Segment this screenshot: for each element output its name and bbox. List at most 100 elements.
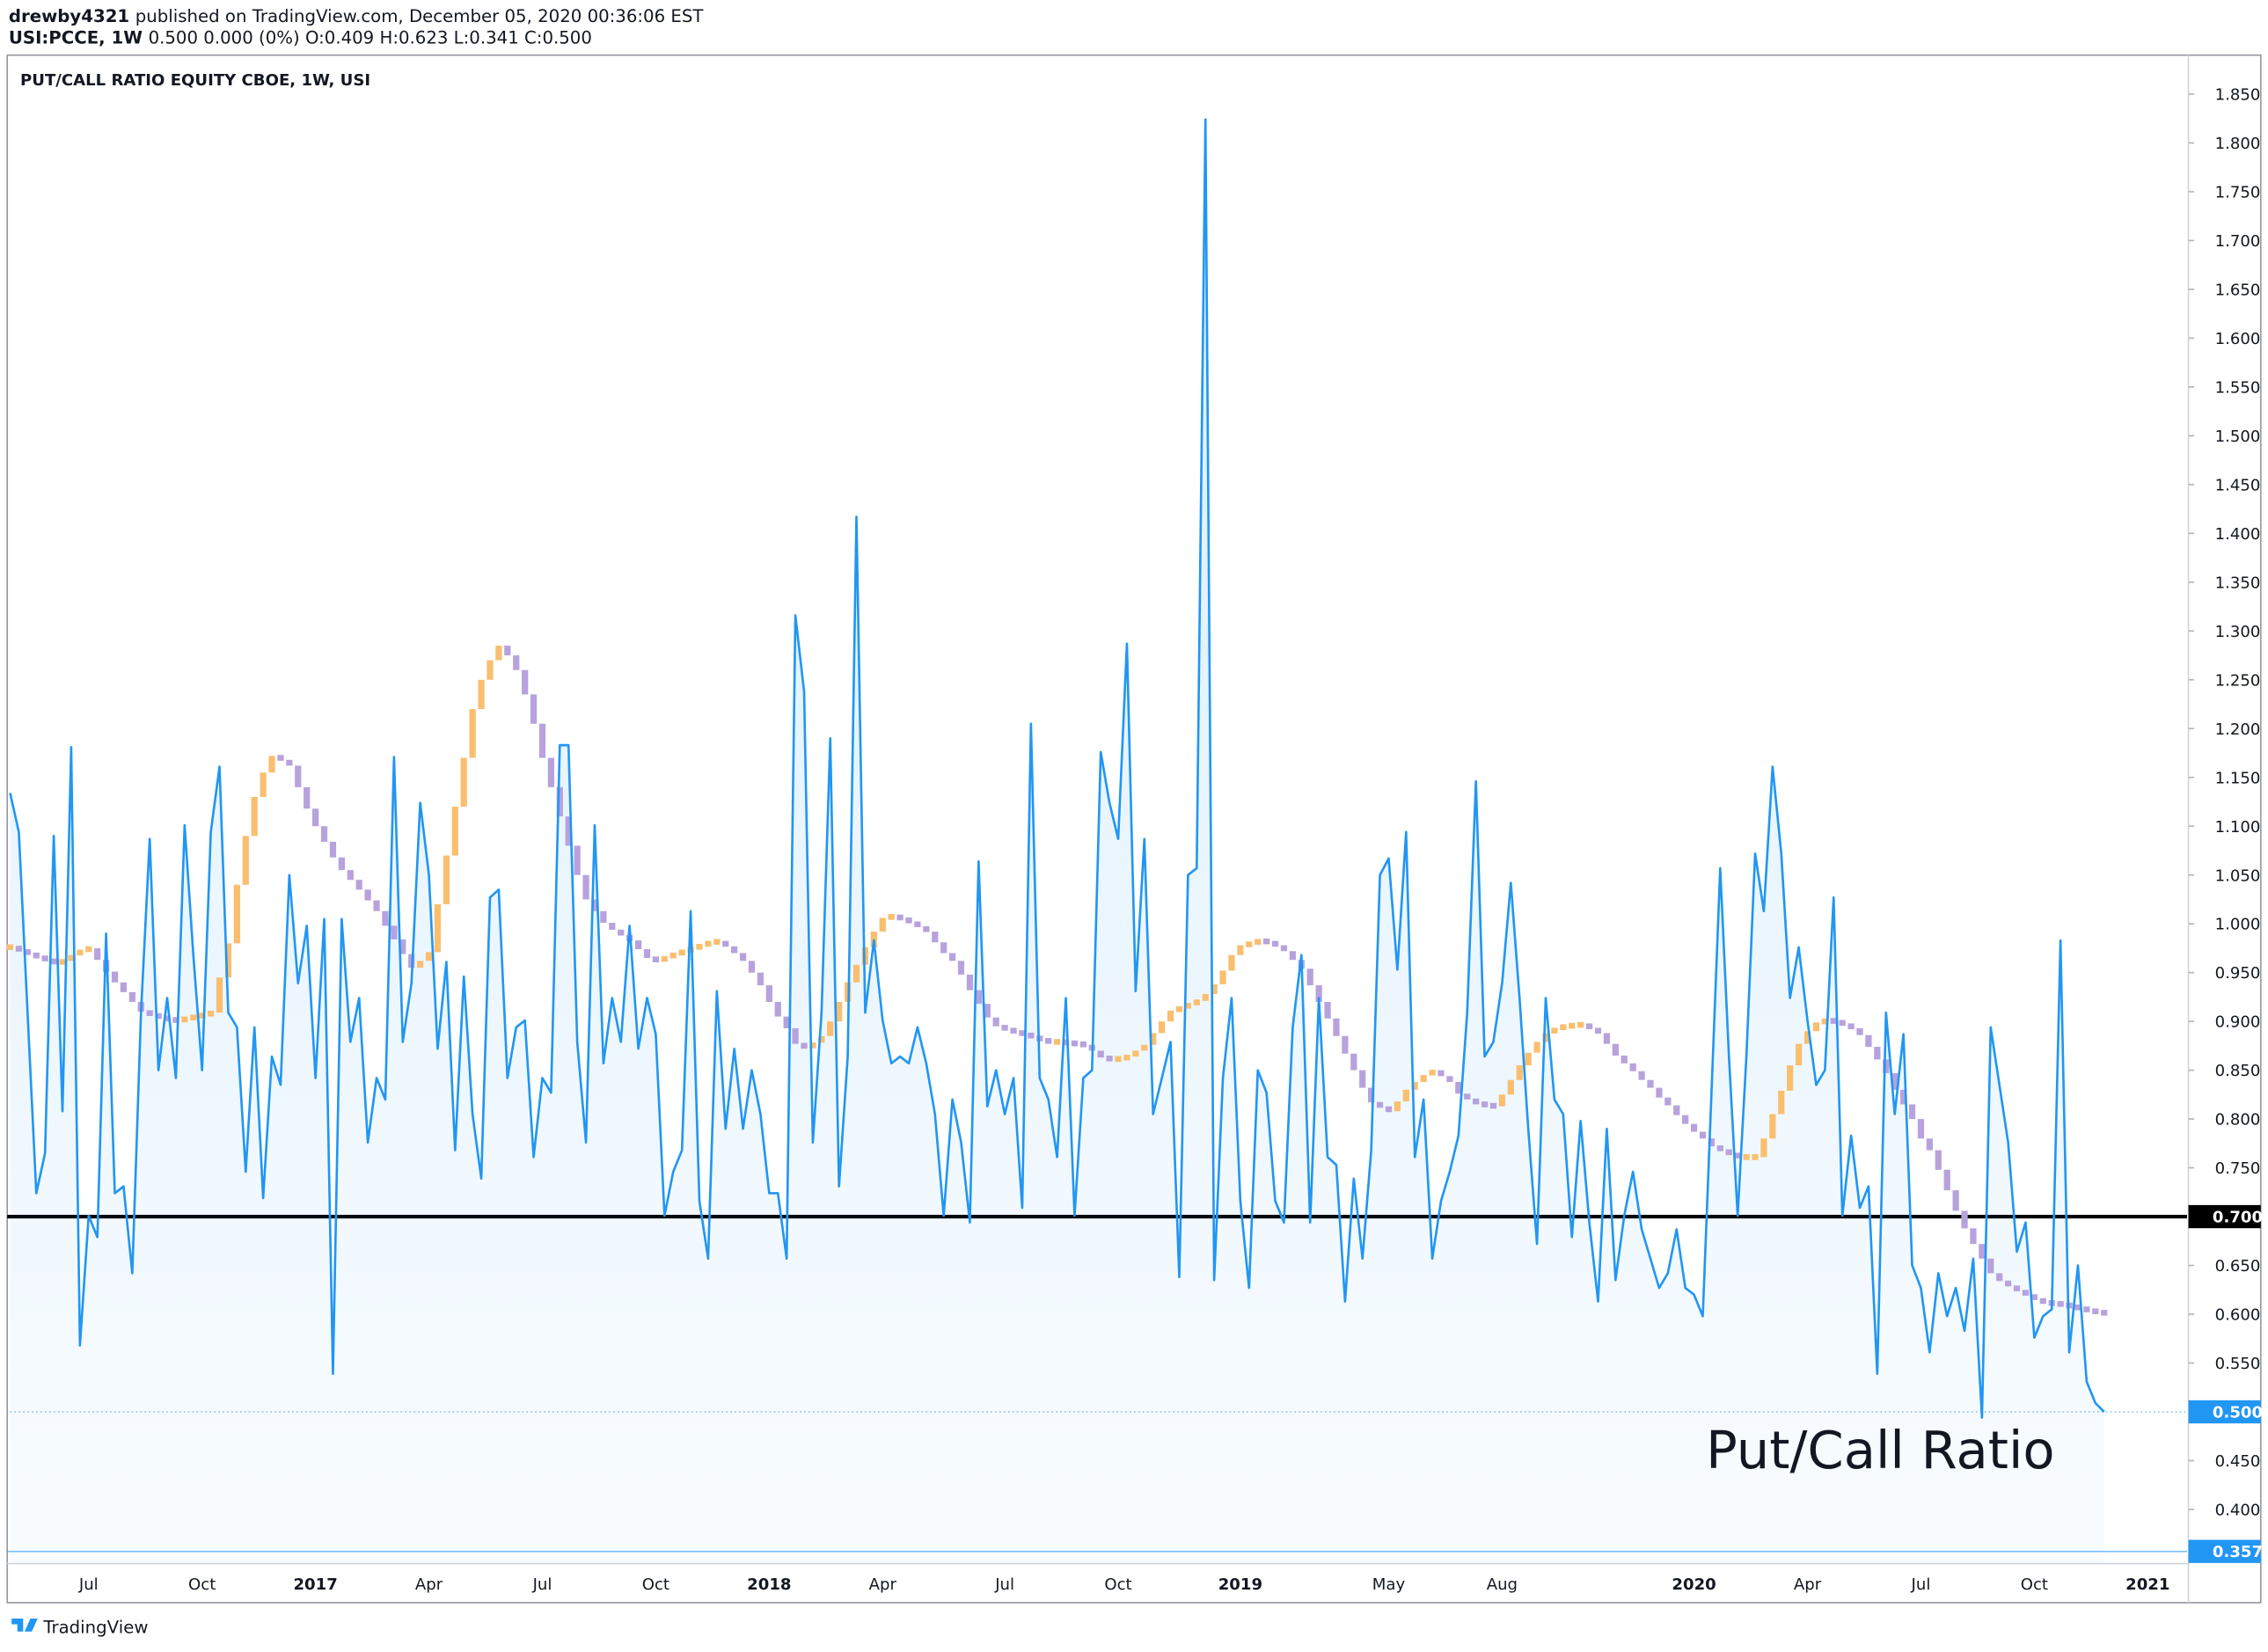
y-tick-label: 1.000: [2215, 916, 2261, 934]
x-tick-label: Jul: [78, 1575, 99, 1594]
ma-block: [634, 940, 642, 950]
ma-block: [2074, 1304, 2081, 1311]
ma-block: [1935, 1150, 1942, 1170]
ma-block: [1280, 945, 1288, 952]
ma-block: [1734, 1152, 1741, 1159]
y-tick-label: 0.550: [2215, 1355, 2261, 1373]
ma-block: [391, 925, 398, 939]
ma-block: [852, 964, 860, 983]
ma-block: [1123, 1054, 1130, 1061]
ma-block: [15, 946, 23, 952]
ma-block: [2022, 1290, 2030, 1296]
ma-block: [417, 961, 424, 969]
ma-block: [705, 940, 712, 947]
ma-block: [260, 772, 267, 797]
ma-block: [320, 826, 328, 842]
y-tick-label: 0.850: [2215, 1062, 2261, 1080]
ma-block: [1656, 1087, 1663, 1098]
x-tick-label: Oct: [1104, 1575, 1131, 1594]
ma-block: [41, 955, 48, 961]
ma-block: [181, 1016, 188, 1023]
ma-block: [600, 910, 607, 924]
ma-block: [966, 974, 974, 990]
ma-block: [1184, 1003, 1191, 1009]
x-tick-label: Jul: [1911, 1575, 1931, 1594]
ma-block: [164, 1015, 171, 1022]
ma-block: [1053, 1039, 1061, 1045]
ma-block: [896, 914, 904, 921]
ma-block: [233, 884, 240, 944]
ma-block: [1560, 1024, 1567, 1031]
ma-block: [487, 660, 494, 680]
ma-block: [879, 917, 886, 932]
ma-block: [1228, 954, 1235, 971]
y-tick-label: 0.400: [2215, 1502, 2261, 1520]
ma-block: [1638, 1071, 1645, 1080]
x-tick-label: Apr: [415, 1575, 443, 1594]
ma-block: [1246, 941, 1253, 947]
y-tick-label: 1.450: [2215, 476, 2261, 494]
ma-block: [1315, 985, 1322, 1002]
ma-block: [242, 836, 249, 885]
ma-block: [1647, 1079, 1654, 1088]
y-tick-label: 1.500: [2215, 428, 2261, 446]
y-tick-label: 0.950: [2215, 964, 2261, 983]
ma-block: [940, 942, 947, 954]
ma-block: [382, 910, 389, 926]
ma-block: [1690, 1123, 1698, 1132]
ma-block: [1516, 1065, 1523, 1080]
ma-block: [33, 952, 40, 959]
ma-block: [1159, 1021, 1166, 1034]
ma-block: [1193, 999, 1200, 1005]
ma-block: [591, 899, 598, 911]
ma-block: [1350, 1053, 1357, 1071]
ma-block: [574, 845, 581, 875]
ma-block: [1097, 1050, 1104, 1058]
ma-block: [224, 943, 232, 978]
logo-shape: [11, 1618, 24, 1632]
chart-title: PUT/CALL RATIO EQUITY CBOE, 1W, USI: [20, 71, 370, 90]
ma-block: [1045, 1038, 1052, 1044]
ma-block: [1481, 1101, 1489, 1107]
x-tick-label: May: [1372, 1575, 1406, 1594]
ma-block: [1952, 1190, 1959, 1211]
hline-label: 0.700: [2213, 1209, 2263, 1227]
ma-block: [1760, 1138, 1767, 1158]
ma-block: [190, 1014, 197, 1020]
ma-block: [1324, 1001, 1331, 1019]
ma-block: [827, 1021, 834, 1036]
ma-block: [923, 925, 930, 932]
ma-block: [618, 929, 625, 936]
ma-block: [1533, 1042, 1540, 1053]
ma-block: [1874, 1046, 1881, 1060]
ma-block: [1682, 1115, 1689, 1124]
x-tick-label: Jul: [994, 1575, 1014, 1594]
ma-block: [1237, 945, 1244, 955]
ma-block: [1551, 1027, 1558, 1034]
ma-block: [748, 961, 756, 973]
plot: 0.400 0.450 0.500 0.550 0.600 0.650 0.700 0.750…: [6, 86, 2263, 1594]
ma-block: [1019, 1030, 1026, 1036]
ma-block: [1202, 994, 1209, 1001]
ma-block: [399, 939, 406, 954]
ma-block: [295, 765, 302, 787]
ma-block: [1342, 1035, 1349, 1054]
ma-block: [2101, 1310, 2108, 1316]
y-tick-label: 1.100: [2215, 818, 2261, 837]
ma-block: [1542, 1033, 1549, 1042]
ma-block: [582, 874, 589, 900]
ma-block: [661, 955, 668, 962]
ma-block: [1420, 1075, 1427, 1082]
ma-block: [1411, 1081, 1418, 1090]
ma-block: [992, 1017, 999, 1027]
ma-block: [460, 757, 467, 808]
ma-block: [1883, 1059, 1890, 1073]
ma-block: [338, 857, 345, 871]
y-tick-label: 0.450: [2215, 1452, 2261, 1471]
ma-block: [1106, 1056, 1113, 1062]
y-tick-label: 0.600: [2215, 1306, 2261, 1325]
quote: 0.500 0.000 (0%) O:0.409 H:0.623 L:0.341…: [149, 28, 592, 48]
ma-block: [304, 786, 311, 809]
ma-block: [94, 947, 101, 961]
